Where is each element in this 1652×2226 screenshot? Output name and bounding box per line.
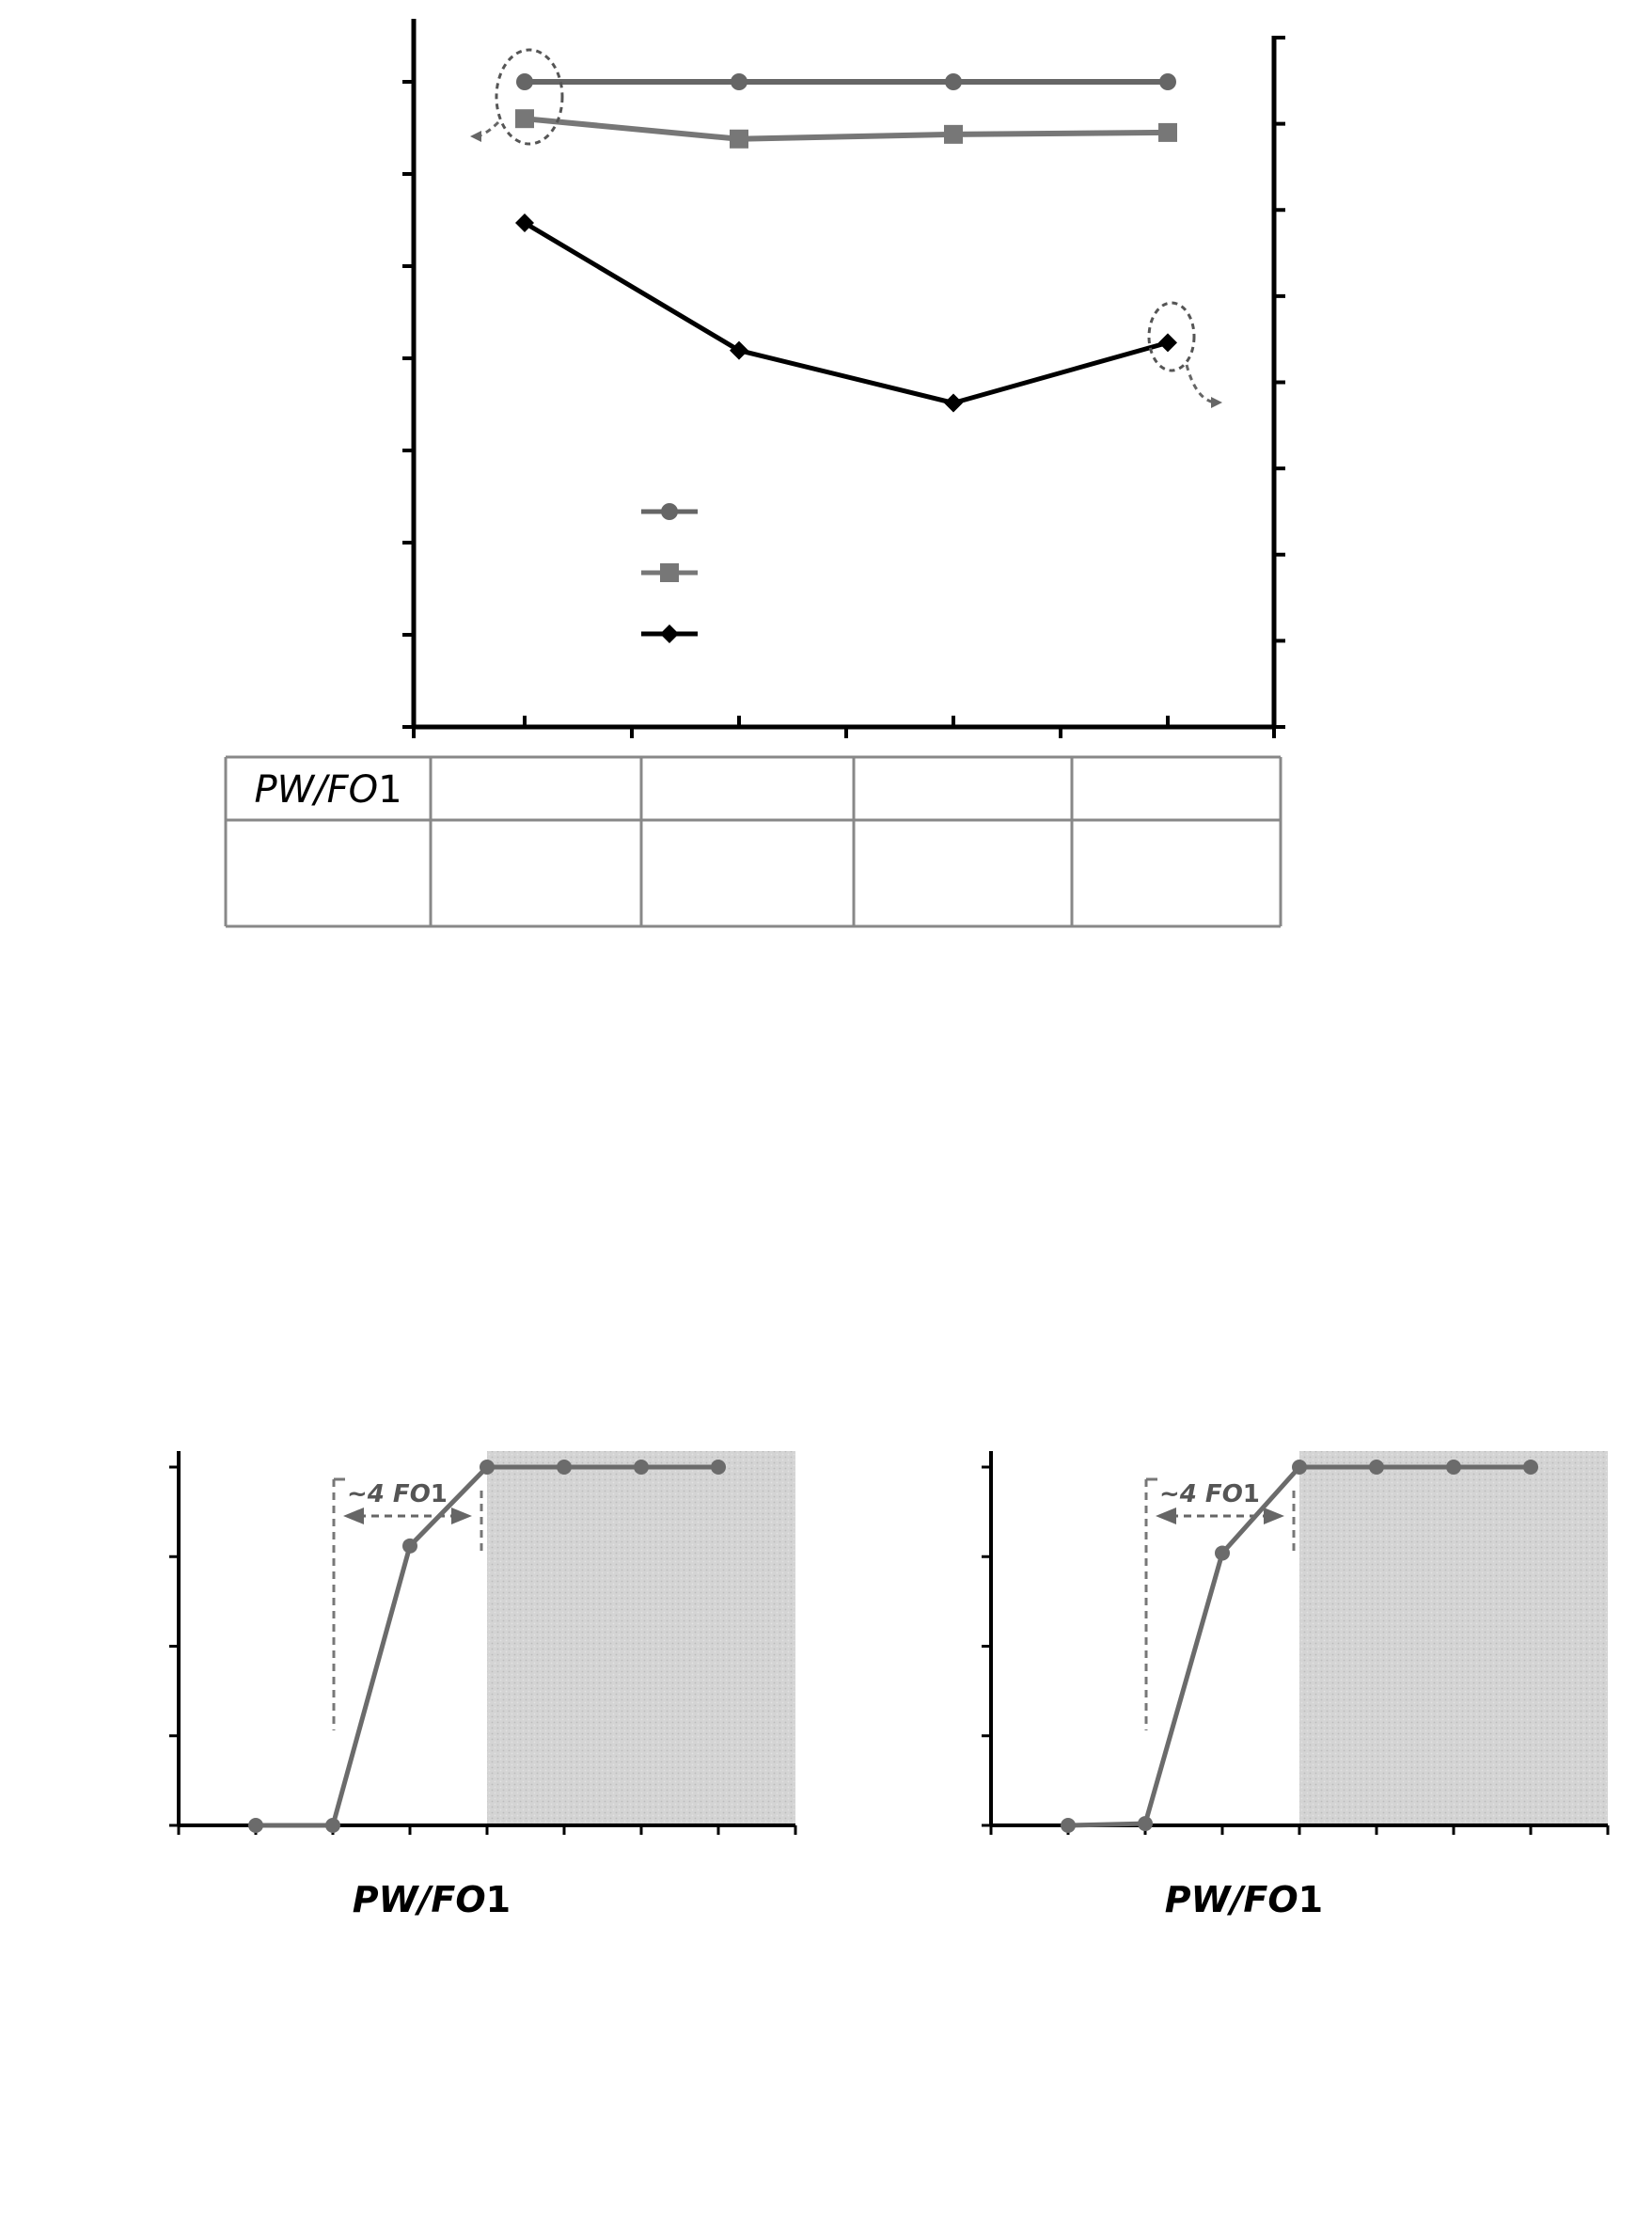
data-point-circle (1061, 1818, 1076, 1833)
width-annotation-sub: 1 (1243, 1480, 1260, 1508)
data-point-circle (1138, 1816, 1153, 1832)
data-point-circle (731, 73, 747, 90)
data-point-circle (711, 1460, 726, 1475)
data-point-circle (480, 1460, 495, 1475)
data-point-diamond (944, 393, 963, 413)
table-header-pwfo: PW/FO1 (254, 768, 401, 812)
arrow-right-icon (451, 1508, 472, 1524)
x-axis-label-sub: 1 (486, 1879, 511, 1920)
data-point-diamond (1158, 333, 1177, 353)
right-axis-callout-arrow (1185, 364, 1216, 404)
data-point-square (944, 124, 963, 144)
arrow-right-icon (1264, 1508, 1284, 1524)
width-annotation-label: ~4 FO1 (347, 1480, 448, 1508)
figure-14a: PW/FO1~4 FO1 (169, 1451, 797, 1920)
arrow-left-icon (1156, 1508, 1176, 1524)
data-point-circle (402, 1538, 417, 1554)
data-point-circle (557, 1460, 572, 1475)
data-point-circle (325, 1818, 340, 1833)
data-point-circle (634, 1460, 649, 1475)
metastability-shaded-region (487, 1451, 795, 1825)
data-point-circle (1159, 73, 1176, 90)
width-annotation-sub: 1 (431, 1480, 448, 1508)
figure-13: PW/FO1 (224, 19, 1285, 928)
data-point-square (1158, 122, 1177, 142)
metastability-shaded-region (1299, 1451, 1608, 1825)
data-point-circle (1215, 1545, 1230, 1561)
x-axis-label: PW/FO1 (353, 1879, 511, 1920)
width-annotation-text: ~4 FO (347, 1480, 431, 1508)
table-header-pwfo-sub: 1 (378, 768, 401, 812)
width-annotation-text: ~4 FO (1159, 1480, 1243, 1508)
table-header-pwfo-italic: PW/FO (254, 768, 378, 812)
left-arrow-head-icon (470, 131, 481, 142)
x-axis-label-italic: PW/FO (1165, 1879, 1298, 1920)
legend-circle-icon (661, 503, 678, 520)
data-point-diamond (730, 340, 748, 360)
data-point-circle (945, 73, 962, 90)
data-point-circle (1446, 1460, 1461, 1475)
right-arrow-head-icon (1211, 397, 1222, 408)
x-axis-label-italic: PW/FO (353, 1879, 486, 1920)
left-axis-callout-ellipse (495, 48, 564, 146)
data-point-circle (1369, 1460, 1384, 1475)
arrow-left-icon (343, 1508, 364, 1524)
data-point-diamond (515, 213, 534, 232)
data-point-circle (248, 1818, 263, 1833)
data-point-square (730, 129, 748, 149)
series-line-1 (524, 116, 1169, 142)
width-annotation-label: ~4 FO1 (1159, 1480, 1260, 1508)
figure-14b: PW/FO1~4 FO1 (982, 1451, 1610, 1920)
right-axis-callout-ellipse (1147, 301, 1196, 372)
legend-diamond-icon (660, 624, 679, 643)
data-point-square (515, 109, 534, 129)
legend-square-icon (660, 563, 679, 582)
data-point-circle (516, 73, 533, 90)
data-point-circle (1523, 1460, 1538, 1475)
data-point-circle (1292, 1460, 1307, 1475)
x-axis-label-sub: 1 (1298, 1879, 1323, 1920)
series-line-2 (523, 220, 1169, 406)
x-axis-label: PW/FO1 (1165, 1879, 1323, 1920)
